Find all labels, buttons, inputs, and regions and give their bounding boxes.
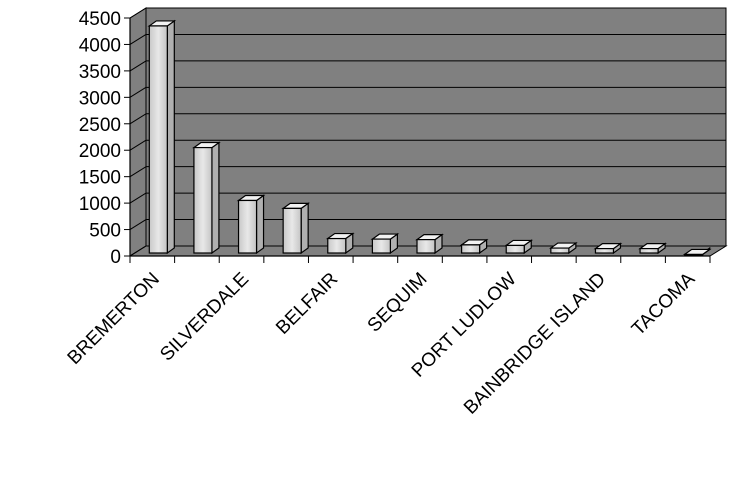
gridline-side <box>129 219 147 230</box>
gridline-side <box>129 113 147 125</box>
y-tick-label: 1000 <box>79 194 121 215</box>
bar <box>192 141 221 255</box>
bar <box>236 194 266 255</box>
gridline-side <box>129 245 147 257</box>
y-tick-label: 2000 <box>79 141 121 162</box>
bar-front <box>193 146 213 254</box>
bar <box>548 241 578 255</box>
y-tick-label: 4500 <box>79 9 121 30</box>
bar-front <box>416 239 436 254</box>
y-tick-label: 4000 <box>79 35 121 56</box>
category-label: TACOMA <box>628 268 700 340</box>
bar-front <box>505 244 525 254</box>
y-tick-label: 1500 <box>79 168 121 189</box>
bar-front <box>371 238 391 254</box>
bar <box>682 246 712 256</box>
back-wall <box>145 7 727 247</box>
bar-side <box>255 194 265 255</box>
bar-front <box>237 199 258 254</box>
gridline-side <box>129 7 147 19</box>
bar-front <box>594 247 615 254</box>
gridline-side <box>129 60 147 72</box>
side-wall <box>129 7 147 257</box>
axes <box>124 17 711 263</box>
bar <box>325 232 355 255</box>
category-label: BREMERTON <box>64 269 164 369</box>
category-label: BELFAIR <box>272 269 342 339</box>
bar <box>459 238 489 255</box>
bar-front <box>282 207 302 254</box>
y-tick-label: 3500 <box>79 62 121 83</box>
category-label: SEQUIM <box>364 269 432 337</box>
bar-front <box>461 244 481 254</box>
gridline-side <box>129 192 147 204</box>
bar-front <box>550 247 570 254</box>
bar-side <box>300 202 309 255</box>
bar-front <box>148 25 168 254</box>
category-label: SILVERDALE <box>156 269 253 366</box>
bar <box>593 242 623 255</box>
y-tick-label: 500 <box>89 221 121 242</box>
bar-front <box>684 253 704 256</box>
bar-side <box>166 19 175 255</box>
bar-front <box>639 247 659 254</box>
bar <box>147 19 177 255</box>
bar <box>415 233 444 255</box>
gridline-side <box>129 166 147 178</box>
bar <box>504 239 534 255</box>
y-tick-label: 3000 <box>79 88 121 109</box>
y-tick-labels: 0 500 1000 1500 2000 2500 3000 3500 4000 4500 <box>79 9 121 268</box>
bar-front <box>327 237 347 254</box>
gridline-side <box>129 86 147 98</box>
bar <box>638 242 667 255</box>
gridline-side <box>129 34 147 45</box>
y-tick-label: 0 <box>110 247 121 268</box>
y-tick-label: 2500 <box>79 115 121 136</box>
bar-side <box>211 141 220 255</box>
bar <box>370 232 400 255</box>
bars <box>147 19 712 256</box>
gridline-side <box>129 139 147 151</box>
bar <box>281 202 311 255</box>
